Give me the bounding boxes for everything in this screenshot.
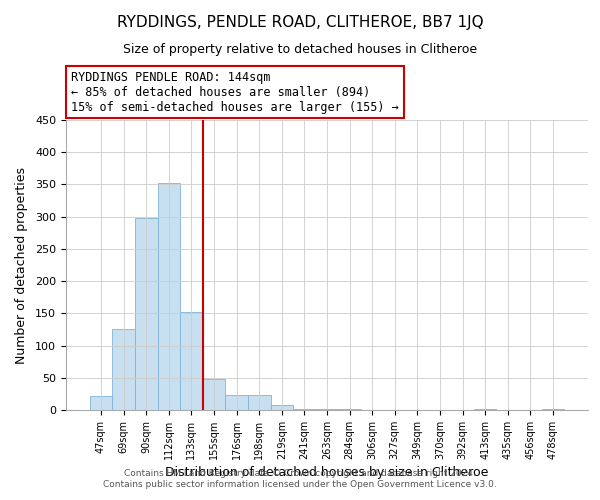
Text: Contains public sector information licensed under the Open Government Licence v3: Contains public sector information licen… — [103, 480, 497, 489]
Bar — [203, 379, 226, 410]
Bar — [316, 408, 338, 410]
Bar — [112, 330, 135, 410]
Bar — [293, 408, 316, 410]
Bar — [542, 408, 564, 410]
Bar — [180, 312, 203, 410]
Bar — [158, 183, 180, 410]
Bar — [226, 394, 248, 410]
Bar — [338, 408, 361, 410]
Bar — [271, 406, 293, 410]
Text: Contains HM Land Registry data © Crown copyright and database right 2024.: Contains HM Land Registry data © Crown c… — [124, 468, 476, 477]
Text: Size of property relative to detached houses in Clitheroe: Size of property relative to detached ho… — [123, 42, 477, 56]
Bar — [474, 408, 496, 410]
Text: RYDDINGS PENDLE ROAD: 144sqm
← 85% of detached houses are smaller (894)
15% of s: RYDDINGS PENDLE ROAD: 144sqm ← 85% of de… — [71, 70, 399, 114]
Y-axis label: Number of detached properties: Number of detached properties — [15, 166, 28, 364]
Bar — [248, 394, 271, 410]
Bar — [135, 218, 158, 410]
X-axis label: Distribution of detached houses by size in Clitheroe: Distribution of detached houses by size … — [166, 466, 488, 479]
Bar — [90, 396, 112, 410]
Text: RYDDINGS, PENDLE ROAD, CLITHEROE, BB7 1JQ: RYDDINGS, PENDLE ROAD, CLITHEROE, BB7 1J… — [116, 15, 484, 30]
